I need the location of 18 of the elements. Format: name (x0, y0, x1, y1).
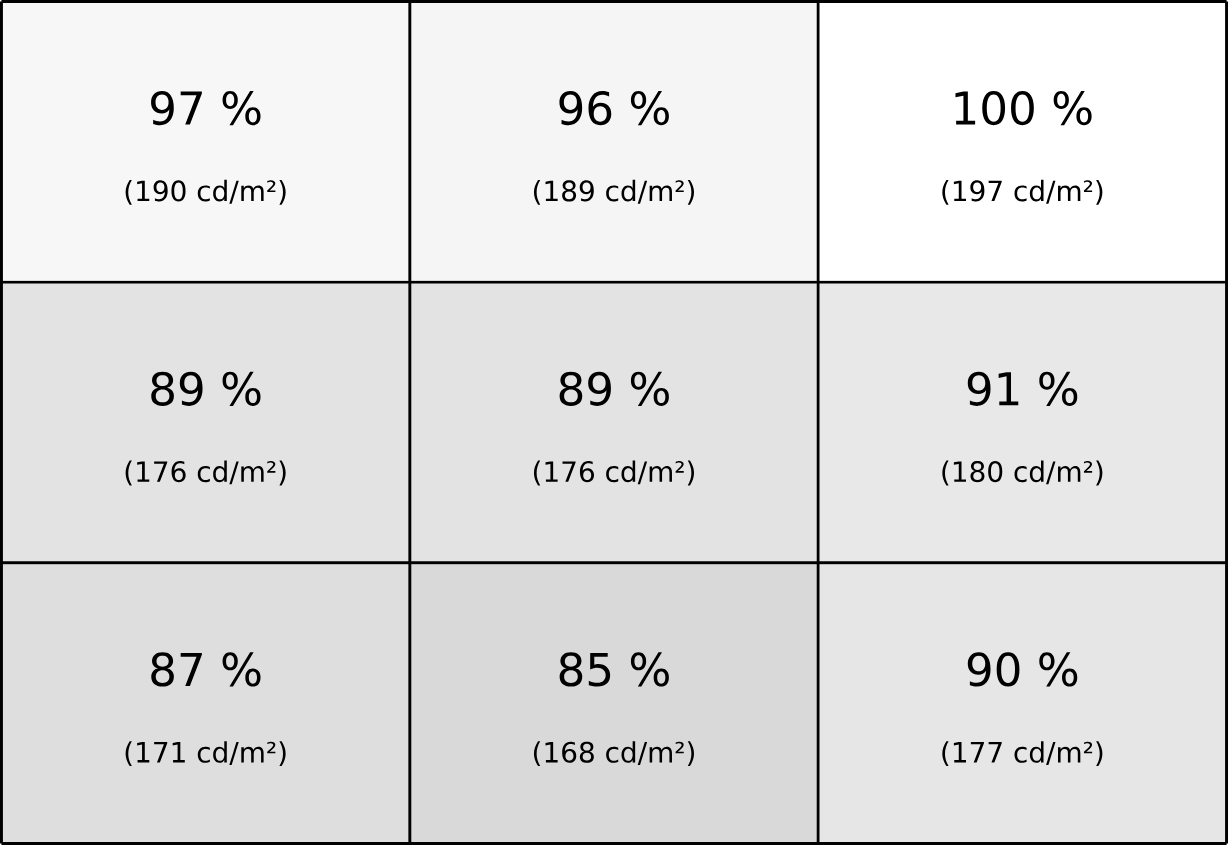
data-label: 100 % (955, 91, 1092, 126)
annotation: (180 cd/m²) (942, 460, 1103, 486)
data-label: 97 % (151, 91, 261, 126)
data-label: 89 % (151, 371, 261, 406)
annotation: (168 cd/m²) (533, 741, 695, 767)
data-label: 89 % (559, 371, 669, 406)
annotation: (171 cd/m²) (125, 741, 286, 767)
data-label: 87 % (151, 652, 261, 687)
data-label: 96 % (559, 91, 669, 126)
annotation: (177 cd/m²) (942, 741, 1103, 767)
annotation: (176 cd/m²) (533, 460, 695, 486)
annotation: (189 cd/m²) (533, 179, 695, 205)
annotation: (176 cd/m²) (125, 460, 286, 486)
annotation: (197 cd/m²) (942, 179, 1103, 205)
annotation: (190 cd/m²) (125, 179, 286, 205)
data-label: 85 % (559, 652, 669, 687)
data-label: 91 % (967, 371, 1078, 406)
data-label: 90 % (967, 652, 1078, 687)
